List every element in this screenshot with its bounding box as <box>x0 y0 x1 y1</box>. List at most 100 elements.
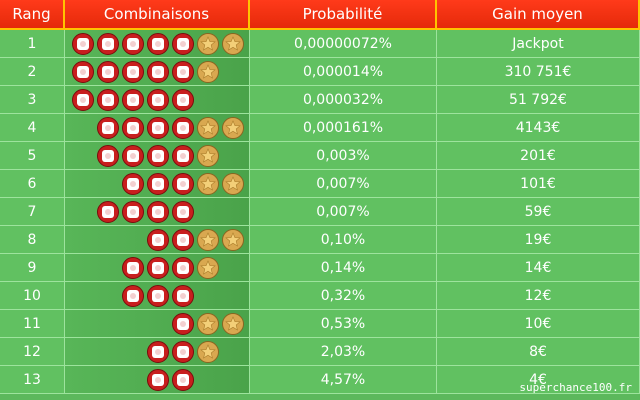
star-icon <box>222 229 244 251</box>
gain-cell: 101€ <box>437 170 640 198</box>
ball-icon <box>147 117 169 139</box>
rank-cell: 4 <box>0 114 65 142</box>
ball-icon <box>172 201 194 223</box>
ball-icon <box>122 145 144 167</box>
probability-cell: 0,000014% <box>250 58 437 86</box>
combination-icons <box>97 117 244 139</box>
combination-cell <box>65 58 250 86</box>
combination-cell <box>65 254 250 282</box>
gain-cell: 10€ <box>437 310 640 338</box>
combination-icons <box>122 257 219 279</box>
ball-icon <box>122 285 144 307</box>
probability-cell: 0,10% <box>250 226 437 254</box>
ball-icon <box>97 33 119 55</box>
probability-cell: 0,53% <box>250 310 437 338</box>
ball-icon <box>147 61 169 83</box>
combination-icons <box>147 229 244 251</box>
ball-icon <box>172 61 194 83</box>
gain-cell: 4143€ <box>437 114 640 142</box>
header-cell: Rang <box>0 0 65 30</box>
rank-cell: 3 <box>0 86 65 114</box>
probability-cell: 0,32% <box>250 282 437 310</box>
probability-cell: 0,14% <box>250 254 437 282</box>
ball-icon <box>172 89 194 111</box>
combination-cell <box>65 338 250 366</box>
ball-icon <box>122 201 144 223</box>
probability-cell: 4,57% <box>250 366 437 394</box>
combination-cell <box>65 226 250 254</box>
gain-cell: 310 751€ <box>437 58 640 86</box>
star-icon <box>197 61 219 83</box>
ball-icon <box>72 61 94 83</box>
combination-cell <box>65 198 250 226</box>
combination-cell <box>65 310 250 338</box>
star-icon <box>197 117 219 139</box>
ball-icon <box>172 341 194 363</box>
gain-cell: 201€ <box>437 142 640 170</box>
ball-icon <box>172 313 194 335</box>
ball-icon <box>172 173 194 195</box>
star-icon <box>197 145 219 167</box>
ball-icon <box>147 369 169 391</box>
ball-icon <box>172 33 194 55</box>
combination-icons <box>122 173 244 195</box>
star-icon <box>197 33 219 55</box>
ball-icon <box>172 229 194 251</box>
combination-icons <box>122 285 194 307</box>
rank-cell: 11 <box>0 310 65 338</box>
ball-icon <box>147 89 169 111</box>
combination-icons <box>97 145 219 167</box>
probability-cell: 0,000161% <box>250 114 437 142</box>
ball-icon <box>172 257 194 279</box>
watermark: superchance100.fr <box>519 381 632 394</box>
ball-icon <box>122 173 144 195</box>
ball-icon <box>172 117 194 139</box>
combination-cell <box>65 366 250 394</box>
gain-cell: Jackpot <box>437 30 640 58</box>
star-icon <box>222 313 244 335</box>
ball-icon <box>172 369 194 391</box>
rank-cell: 9 <box>0 254 65 282</box>
combination-cell <box>65 30 250 58</box>
gain-cell: 4€ <box>437 366 640 394</box>
ball-icon <box>147 33 169 55</box>
combination-icons <box>72 61 219 83</box>
combination-icons <box>172 313 244 335</box>
ball-icon <box>122 117 144 139</box>
header-cell: Gain moyen <box>437 0 640 30</box>
ball-icon <box>147 257 169 279</box>
combination-icons <box>147 341 219 363</box>
combination-cell <box>65 282 250 310</box>
ball-icon <box>147 341 169 363</box>
combination-cell <box>65 86 250 114</box>
star-icon <box>197 173 219 195</box>
rank-cell: 13 <box>0 366 65 394</box>
probability-cell: 0,003% <box>250 142 437 170</box>
rank-cell: 8 <box>0 226 65 254</box>
ball-icon <box>97 145 119 167</box>
gain-cell: 59€ <box>437 198 640 226</box>
gain-cell: 8€ <box>437 338 640 366</box>
ball-icon <box>122 33 144 55</box>
star-icon <box>222 117 244 139</box>
header-cell: Probabilité <box>250 0 437 30</box>
header-cell: Combinaisons <box>65 0 250 30</box>
star-icon <box>222 33 244 55</box>
combination-cell <box>65 170 250 198</box>
ball-icon <box>122 61 144 83</box>
ball-icon <box>97 89 119 111</box>
rank-cell: 6 <box>0 170 65 198</box>
combination-icons <box>72 33 244 55</box>
probability-cell: 0,000032% <box>250 86 437 114</box>
star-icon <box>197 313 219 335</box>
ball-icon <box>72 89 94 111</box>
combination-icons <box>97 201 194 223</box>
probability-cell: 0,00000072% <box>250 30 437 58</box>
rank-cell: 1 <box>0 30 65 58</box>
ball-icon <box>147 201 169 223</box>
ball-icon <box>97 117 119 139</box>
star-icon <box>222 173 244 195</box>
rank-cell: 12 <box>0 338 65 366</box>
combination-cell <box>65 114 250 142</box>
